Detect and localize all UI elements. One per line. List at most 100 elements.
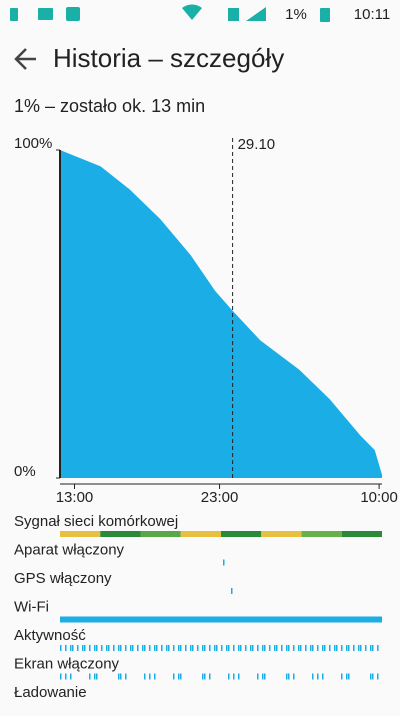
activity-tick [310,645,312,651]
activity-tick [377,673,379,680]
activity-tick [288,673,290,680]
activity-tick [233,673,235,680]
activity-tick [197,645,199,651]
activity-tick [252,645,254,651]
activity-tick [204,673,206,680]
activity-tick [106,645,108,651]
wifi-bar [60,616,382,623]
activity-tick [204,645,206,651]
activity-tick [286,673,288,680]
track-label: Aparat włączony [14,541,125,558]
activity-tick [269,645,271,651]
activity-tick [202,673,204,680]
activity-tick [96,673,98,680]
signal-segment [180,531,221,537]
activity-tick [370,645,372,651]
activity-tick [118,673,120,680]
activity-tick [178,645,180,651]
activity-tick [125,673,127,680]
activity-tick [137,645,139,651]
clock: 10:11 [354,6,390,23]
page-title: Historia – szczegóły [53,43,284,73]
x-tick-label: 10:00 [360,489,398,506]
track-label: Wi-Fi [14,598,49,615]
activity-tick [312,673,314,680]
signal-segment [100,531,141,537]
x-tick-label: 23:00 [201,489,239,506]
track-label: GPS włączony [14,570,112,587]
activity-tick [94,673,96,680]
activity-tick [149,673,151,680]
y-tick-label: 0% [14,463,36,480]
activity-tick [317,645,319,651]
activity-tick [317,673,319,680]
activity-tick [300,645,302,651]
activity-tick [276,645,278,651]
activity-tick [108,645,110,651]
activity-tick [96,645,98,651]
activity-tick [118,645,120,651]
activity-tick [293,673,295,680]
activity-tick [274,645,276,651]
activity-tick [262,645,264,651]
activity-tick [180,673,182,680]
date-marker-label: 29.10 [238,136,276,153]
activity-tick [154,645,156,651]
activity-tick [190,645,192,651]
track-label: Ekran włączony [14,655,120,672]
activity-tick [192,645,194,651]
activity-tick [322,673,324,680]
activity-tick [156,645,158,651]
event-tick [231,588,233,594]
activity-tick [144,673,146,680]
activity-tick [341,645,343,651]
activity-tick [257,673,259,680]
activity-tick [346,645,348,651]
activity-tick [120,673,122,680]
activity-tick [202,645,204,651]
activity-tick [130,645,132,651]
activity-tick [60,645,62,651]
battery-percent: 1% [285,6,307,23]
activity-tick [173,645,175,651]
activity-tick [84,645,86,651]
signal-segment [261,531,302,537]
activity-tick [180,645,182,651]
y-tick-label: 100% [14,135,52,152]
activity-tick [365,645,367,651]
activity-tick [178,673,180,680]
activity-tick [358,645,360,651]
activity-tick [293,645,295,651]
x-tick-label: 13:00 [56,489,94,506]
activity-tick [329,645,331,651]
activity-tick [324,645,326,651]
activity-tick [89,645,91,651]
activity-tick [286,645,288,651]
activity-tick [341,673,343,680]
activity-tick [298,645,300,651]
activity-tick [214,645,216,651]
activity-tick [125,645,127,651]
activity-tick [257,645,259,651]
activity-tick [346,673,348,680]
activity-tick [348,673,350,680]
battery-area [60,150,382,478]
activity-tick [161,645,163,651]
activity-tick [238,673,240,680]
track-label: Sygnał sieci komórkowej [14,513,178,530]
track-label: Ładowanie [14,684,87,701]
activity-tick [370,673,372,680]
activity-tick [77,645,79,651]
signal-segment [60,531,101,537]
signal-segment [140,531,181,537]
activity-tick [372,645,374,651]
event-tick [223,559,225,566]
activity-tick [372,673,374,680]
activity-tick [94,645,96,651]
signal-segment [301,531,342,537]
activity-tick [336,645,338,651]
back-button[interactable] [14,48,36,70]
activity-tick [166,645,168,651]
activity-tick [250,645,252,651]
